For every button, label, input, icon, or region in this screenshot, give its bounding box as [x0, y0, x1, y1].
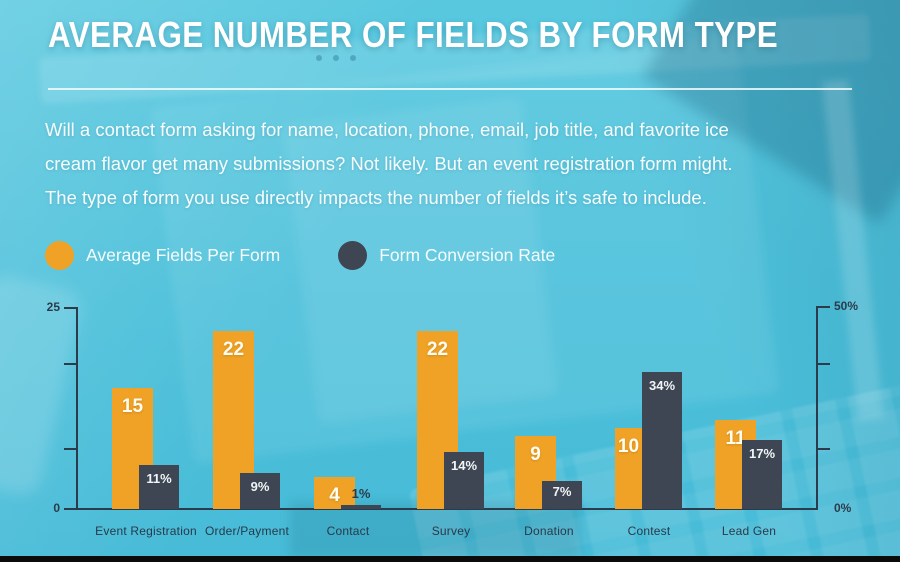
bar-pct-label: 34% [648, 378, 676, 393]
right-axis-max-label: 50% [834, 299, 859, 313]
bar-pct-label: 17% [748, 446, 776, 461]
legend: Average Fields Per Form Form Conversion … [45, 240, 555, 270]
category-label: Contest [627, 524, 671, 538]
left-axis-tick [64, 363, 77, 365]
legend-item-conversion-rate: Form Conversion Rate [338, 240, 556, 270]
bar-conversion-rate: 7% [542, 481, 582, 509]
category-label: Survey [431, 524, 471, 538]
bar-pct-label: 11% [146, 471, 172, 486]
bar-value-label: 9 [530, 444, 541, 465]
legend-swatch-slate [338, 240, 368, 270]
right-axis-tick [817, 363, 830, 365]
bar-pct-label: 1% [351, 486, 371, 501]
bar-pct-label: 7% [552, 484, 572, 499]
legend-label: Average Fields Per Form [86, 244, 281, 265]
screen-dot [316, 55, 322, 61]
legend-label: Form Conversion Rate [379, 244, 556, 265]
bar-conversion-rate: 17% [742, 440, 782, 509]
screen-dot [333, 55, 339, 61]
left-axis-line [76, 307, 78, 510]
bar-conversion-rate: 9% [240, 473, 280, 509]
plot-area: 15 11% 22 9% 4 1% 22 14% 9 7% 10 34% 11 17% [77, 307, 817, 509]
category-label: Donation [524, 524, 574, 538]
bar-pct-label: 9% [250, 479, 270, 494]
bar-conversion-rate: 34% [642, 372, 682, 509]
bar-pct-label: 14% [450, 458, 478, 473]
bar-value-label: 22 [426, 339, 449, 360]
right-axis-tick [817, 306, 830, 308]
intro-text: Will a contact form asking for name, loc… [45, 119, 733, 208]
left-axis-tick [64, 448, 77, 450]
bar-value-label: 10 [617, 436, 640, 457]
right-axis-min-label: 0% [834, 501, 852, 515]
bar-conversion-rate: 11% [139, 465, 179, 509]
bar-avg-fields: 22 [213, 331, 254, 509]
left-axis-tick [64, 307, 77, 309]
page-title: AVERAGE NUMBER OF FIELDS BY FORM TYPE [48, 14, 779, 55]
x-axis-line [64, 508, 817, 510]
category-label: Order/Payment [205, 524, 289, 538]
bar-value-label: 22 [222, 339, 245, 360]
screen-dot [350, 55, 356, 61]
legend-item-avg-fields: Average Fields Per Form [45, 240, 281, 270]
category-label: Lead Gen [721, 524, 777, 538]
right-axis-line [816, 306, 818, 510]
left-axis-min-label: 0 [53, 501, 60, 515]
bar-avg-fields: 22 [417, 331, 458, 509]
category-labels: Event Registration Order/Payment Contact Su… [77, 524, 817, 544]
bar-conversion-rate: 14% [444, 452, 484, 509]
category-label: Event Registration [95, 524, 197, 538]
bar-avg-fields: 4 [314, 477, 355, 509]
category-label: Contact [326, 524, 370, 538]
bar-value-label: 15 [121, 396, 144, 417]
bar-conversion-rate [341, 505, 381, 509]
legend-swatch-orange [45, 240, 74, 270]
divider-line [48, 88, 852, 90]
left-axis-max-label: 25 [46, 300, 60, 314]
bottom-strip [0, 556, 900, 562]
right-axis-tick [817, 448, 830, 450]
bar-value-label: 4 [329, 485, 340, 506]
background-bottom-shadow [290, 502, 580, 558]
bar-value-label: 11 [725, 428, 746, 449]
